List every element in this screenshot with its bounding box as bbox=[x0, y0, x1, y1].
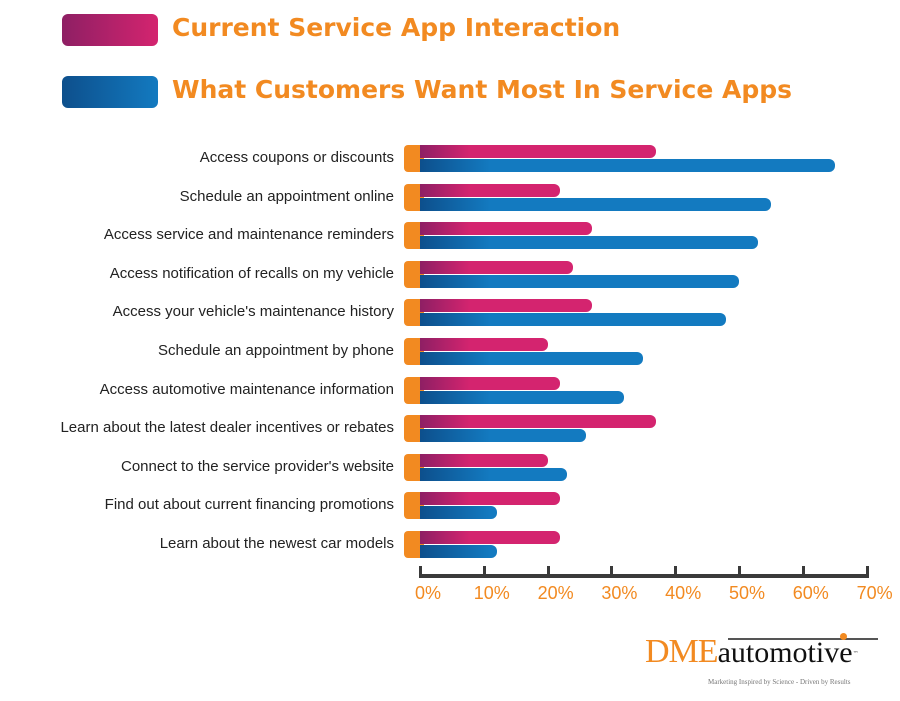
logo-name: automotive bbox=[717, 636, 853, 669]
x-tick-label: 60% bbox=[792, 583, 829, 603]
bar-stub bbox=[404, 531, 424, 558]
bar-stub bbox=[404, 222, 424, 250]
dme-logo: DMEautomotive™ bbox=[645, 633, 859, 671]
bar-want bbox=[420, 313, 727, 327]
category-label: Access coupons or discounts bbox=[199, 149, 394, 166]
bar-stub bbox=[404, 260, 424, 288]
bar-want bbox=[420, 467, 567, 481]
x-tick-label: 0% bbox=[414, 583, 442, 603]
bar-stub bbox=[404, 183, 424, 211]
x-tick bbox=[482, 566, 486, 578]
x-tick bbox=[546, 566, 550, 578]
bar-current bbox=[420, 260, 574, 274]
bar-stub bbox=[404, 338, 424, 365]
legend-swatch-current bbox=[62, 14, 158, 46]
x-axis-line bbox=[419, 574, 869, 578]
bar-current bbox=[420, 376, 561, 390]
category-label: Access service and maintenance reminders bbox=[103, 226, 394, 244]
logo-line bbox=[728, 638, 878, 640]
x-tick-label: 50% bbox=[728, 583, 766, 603]
logo-dot bbox=[840, 633, 847, 640]
bar-want bbox=[420, 429, 586, 443]
category-label: Learn about the latest dealer incentives… bbox=[60, 419, 394, 437]
bar-stub bbox=[404, 299, 424, 327]
x-tick bbox=[610, 566, 614, 578]
x-tick-label: 40% bbox=[665, 583, 702, 603]
category-label: Find out about current financing promoti… bbox=[104, 496, 394, 514]
logo-tagline: Marketing Inspired by Science - Driven b… bbox=[708, 678, 851, 686]
bar-current bbox=[420, 492, 561, 506]
category-label: Learn about the newest car models bbox=[159, 535, 394, 552]
bar-current bbox=[420, 531, 561, 544]
bar-want bbox=[420, 352, 644, 365]
bar-want bbox=[420, 506, 497, 520]
x-tick bbox=[674, 566, 678, 578]
bar-current bbox=[420, 338, 548, 351]
bar-want bbox=[420, 545, 497, 558]
bar-current bbox=[420, 453, 548, 467]
bar-want bbox=[420, 159, 835, 172]
logo-tm: ™ bbox=[852, 650, 859, 658]
legend-label-want: What Customers Want Most In Service Apps bbox=[172, 75, 793, 104]
x-tick-label: 30% bbox=[601, 583, 638, 603]
category-label: Access notification of recalls on my veh… bbox=[109, 264, 394, 282]
bar-stub bbox=[404, 492, 424, 520]
category-label: Access automotive maintenance informatio… bbox=[99, 380, 394, 398]
x-tick bbox=[801, 566, 805, 578]
bar-current bbox=[420, 415, 657, 429]
category-label: Schedule an appointment online bbox=[179, 187, 394, 205]
category-label: Connect to the service provider's websit… bbox=[121, 457, 394, 475]
category-label: Access your vehicle's maintenance histor… bbox=[112, 303, 394, 321]
x-tick bbox=[738, 566, 741, 578]
bar-want bbox=[420, 197, 771, 211]
bar-current bbox=[420, 222, 593, 236]
x-tick bbox=[419, 566, 422, 578]
x-tick bbox=[865, 566, 869, 578]
legend-label-current: Current Service App Interaction bbox=[172, 13, 621, 42]
x-tick-label: 20% bbox=[537, 583, 574, 603]
legend-swatch-want bbox=[62, 76, 158, 108]
logo-brand: DME bbox=[645, 633, 719, 670]
bar-want bbox=[420, 274, 739, 288]
bar-stub bbox=[404, 415, 424, 443]
bar-want bbox=[420, 236, 759, 250]
bar-want bbox=[420, 390, 625, 404]
bar-stub bbox=[404, 376, 424, 404]
bar-current bbox=[420, 299, 593, 313]
x-tick-label: 10% bbox=[473, 583, 510, 603]
bar-current bbox=[420, 145, 657, 158]
bar-current bbox=[420, 183, 561, 197]
category-label: Schedule an appointment by phone bbox=[157, 342, 394, 359]
bar-stub bbox=[404, 145, 424, 172]
x-tick-label: 70% bbox=[856, 583, 893, 603]
bar-stub bbox=[404, 453, 424, 481]
